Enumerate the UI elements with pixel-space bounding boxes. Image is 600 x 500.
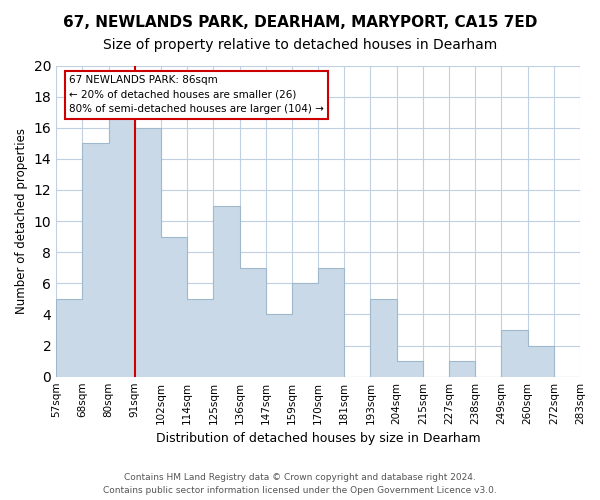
- Text: 67 NEWLANDS PARK: 86sqm
← 20% of detached houses are smaller (26)
80% of semi-de: 67 NEWLANDS PARK: 86sqm ← 20% of detache…: [69, 75, 324, 114]
- Y-axis label: Number of detached properties: Number of detached properties: [15, 128, 28, 314]
- Text: Size of property relative to detached houses in Dearham: Size of property relative to detached ho…: [103, 38, 497, 52]
- Text: Contains HM Land Registry data © Crown copyright and database right 2024.
Contai: Contains HM Land Registry data © Crown c…: [103, 474, 497, 495]
- X-axis label: Distribution of detached houses by size in Dearham: Distribution of detached houses by size …: [156, 432, 481, 445]
- Text: 67, NEWLANDS PARK, DEARHAM, MARYPORT, CA15 7ED: 67, NEWLANDS PARK, DEARHAM, MARYPORT, CA…: [63, 15, 537, 30]
